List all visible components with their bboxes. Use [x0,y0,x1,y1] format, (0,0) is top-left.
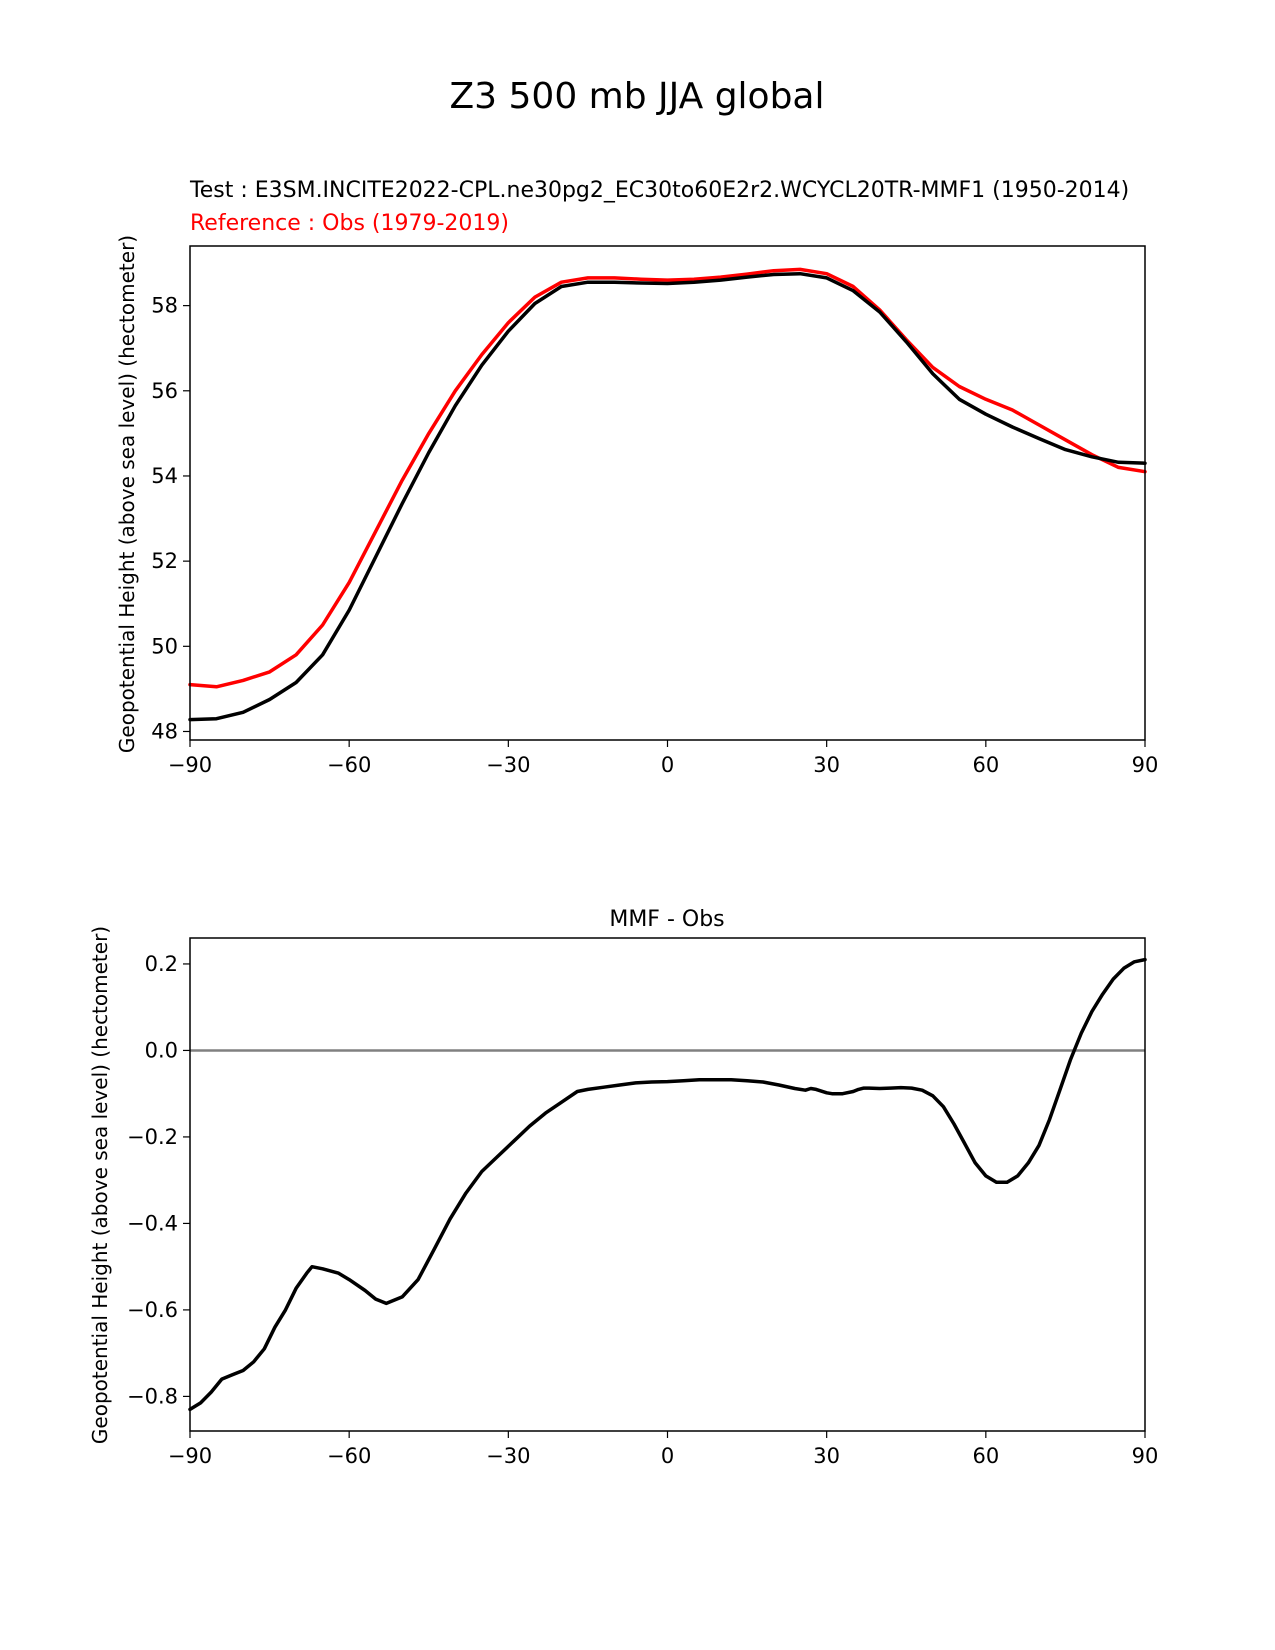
bottom-y-tick-label: −0.6 [127,1298,178,1322]
top-y-tick-label: 48 [151,719,178,743]
bottom-x-tick-label: 30 [813,1444,840,1468]
bottom-x-tick-label: −30 [486,1444,530,1468]
bottom-chart-title: MMF - Obs [609,907,724,932]
bottom-y-tick-label: −0.2 [127,1125,178,1149]
top-chart-panel: Test : E3SM.INCITE2022-CPL.ne30pg2_EC30t… [115,178,1158,777]
bottom-y-tick-label: −0.4 [127,1211,178,1235]
top-y-tick-label: 58 [151,294,178,318]
bottom-x-tick-label: 0 [661,1444,674,1468]
top-x-tick-label: 60 [972,753,999,777]
figure-title: Z3 500 mb JJA global [450,76,825,117]
top-x-tick-label: −60 [327,753,371,777]
bottom-series-line-mmf-minus-obs [188,957,1147,1412]
bottom-chart-axes-frame [189,937,1146,1432]
top-y-tick-label: 56 [151,379,178,403]
top-x-tick-label: −30 [486,753,530,777]
bottom-x-tick-label: −60 [327,1444,371,1468]
bottom-chart-ylabel: Geopotential Height (above sea level) (h… [88,926,112,1444]
bottom-x-tick-label: 60 [972,1444,999,1468]
top-series-line-test-mmf [188,271,1147,722]
top-series-line-reference-obs [188,267,1147,689]
top-x-tick-label: −90 [168,753,212,777]
top-y-tick-label: 54 [151,464,178,488]
top-chart-title-test: Test : E3SM.INCITE2022-CPL.ne30pg2_EC30t… [189,178,1129,203]
bottom-x-tick-label: −90 [168,1444,212,1468]
bottom-y-tick-label: −0.8 [127,1384,178,1408]
top-chart-ticks: −90 −60 −30 0 30 60 90 48 50 52 54 56 58 [151,294,1158,777]
bottom-chart-panel: MMF - Obs Geopotential Height (above sea… [88,907,1158,1468]
top-y-tick-label: 52 [151,549,178,573]
top-x-tick-label: 30 [813,753,840,777]
top-x-tick-label: 0 [661,753,674,777]
top-chart-series [188,267,1147,722]
top-y-tick-label: 50 [151,634,178,658]
top-chart-ylabel: Geopotential Height (above sea level) (h… [115,235,139,753]
top-chart-axes-frame [189,245,1146,741]
bottom-x-tick-label: 90 [1132,1444,1159,1468]
bottom-y-tick-label: 0.2 [145,952,178,976]
top-chart-title-reference: Reference : Obs (1979-2019) [190,211,509,236]
bottom-y-tick-label: 0.0 [145,1038,178,1062]
top-x-tick-label: 90 [1132,753,1159,777]
bottom-chart-ticks: −90 −60 −30 0 30 60 90 0.2 0.0 −0.2 −0.4 −0.6 −0.8 [127,952,1158,1468]
bottom-chart-series [188,957,1147,1412]
